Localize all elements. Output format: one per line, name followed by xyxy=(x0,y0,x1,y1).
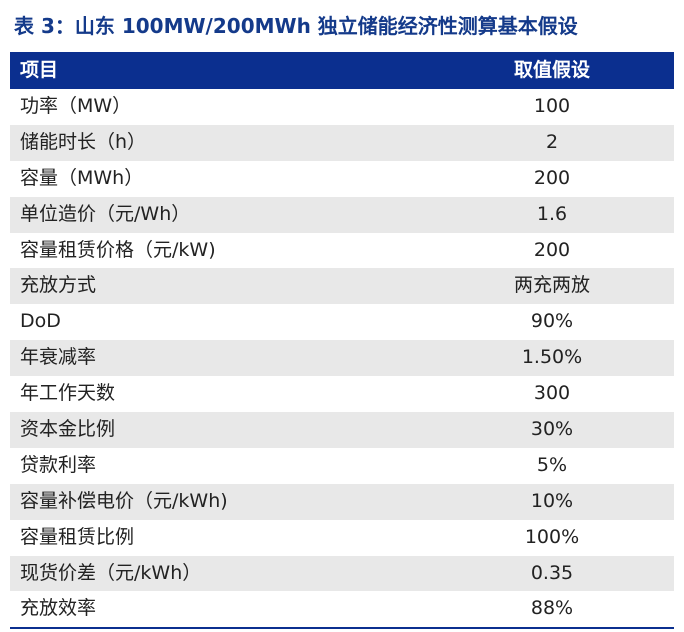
header-value: 取值假设 xyxy=(513,59,590,81)
row-value: 30% xyxy=(530,418,574,441)
row-value: 1.50% xyxy=(521,346,583,369)
row-item: 充放方式 xyxy=(20,274,97,297)
row-item: 容量（MWh） xyxy=(20,166,144,189)
row-value: 10% xyxy=(530,489,574,512)
row-value: 100 xyxy=(533,95,571,117)
row-value: 2 xyxy=(545,130,559,153)
table-row: 充放方式 两充两放 xyxy=(10,268,674,305)
row-item: 容量租赁价格（元/kW) xyxy=(20,238,216,261)
row-value: 88% xyxy=(530,597,574,620)
table-row: 功率（MW） 100 xyxy=(10,89,674,125)
row-value: 100% xyxy=(524,525,580,548)
row-item: 年衰减率 xyxy=(20,346,97,369)
table-row: 资本金比例 30% xyxy=(10,412,674,448)
row-item: 资本金比例 xyxy=(20,418,116,441)
header-item: 项目 xyxy=(20,59,59,81)
row-item: 容量补偿电价（元/kWh) xyxy=(20,489,228,512)
table-row: 现货价差（元/kWh） 0.35 xyxy=(10,555,674,592)
table-row: 充放效率 88% xyxy=(10,591,674,627)
table-bottom-rule xyxy=(10,627,674,630)
row-value: 200 xyxy=(533,166,571,189)
row-value: 300 xyxy=(533,382,571,405)
row-item: 容量租赁比例 xyxy=(20,525,135,548)
table-row: 年衰减率 1.50% xyxy=(10,340,674,377)
row-value: 0.35 xyxy=(530,561,574,584)
table-row: 容量补偿电价（元/kWh) 10% xyxy=(10,483,674,520)
table-row: DoD 90% xyxy=(10,304,674,340)
table-row: 贷款利率 5% xyxy=(10,448,674,484)
row-item: 储能时长（h） xyxy=(20,130,147,153)
row-item: 功率（MW） xyxy=(20,95,132,117)
table-title: 表 3：山东 100MW/200MWh 独立储能经济性测算基本假设 xyxy=(14,14,578,38)
table-row: 储能时长（h） 2 xyxy=(10,124,674,161)
table-row: 容量租赁比例 100% xyxy=(10,520,674,556)
row-value: 5% xyxy=(536,453,568,476)
table-row: 容量（MWh） 200 xyxy=(10,161,674,197)
row-value: 两充两放 xyxy=(513,274,590,297)
assumptions-table: 项目 取值假设 功率（MW） 100 储能时长（h） 2 容量（MWh） 200… xyxy=(10,52,674,630)
table-row: 容量租赁价格（元/kW) 200 xyxy=(10,233,674,269)
row-value: 200 xyxy=(533,238,571,261)
table-header: 项目 取值假设 xyxy=(10,52,674,89)
row-item: 充放效率 xyxy=(20,597,97,620)
row-item: 年工作天数 xyxy=(20,382,116,405)
row-item: 单位造价（元/Wh） xyxy=(20,202,191,225)
row-value: 90% xyxy=(530,310,574,333)
row-item: DoD xyxy=(20,310,61,333)
row-value: 1.6 xyxy=(536,202,568,225)
row-item: 现货价差（元/kWh） xyxy=(20,561,202,584)
table-row: 年工作天数 300 xyxy=(10,376,674,412)
table-row: 单位造价（元/Wh） 1.6 xyxy=(10,196,674,233)
row-item: 贷款利率 xyxy=(20,453,97,476)
